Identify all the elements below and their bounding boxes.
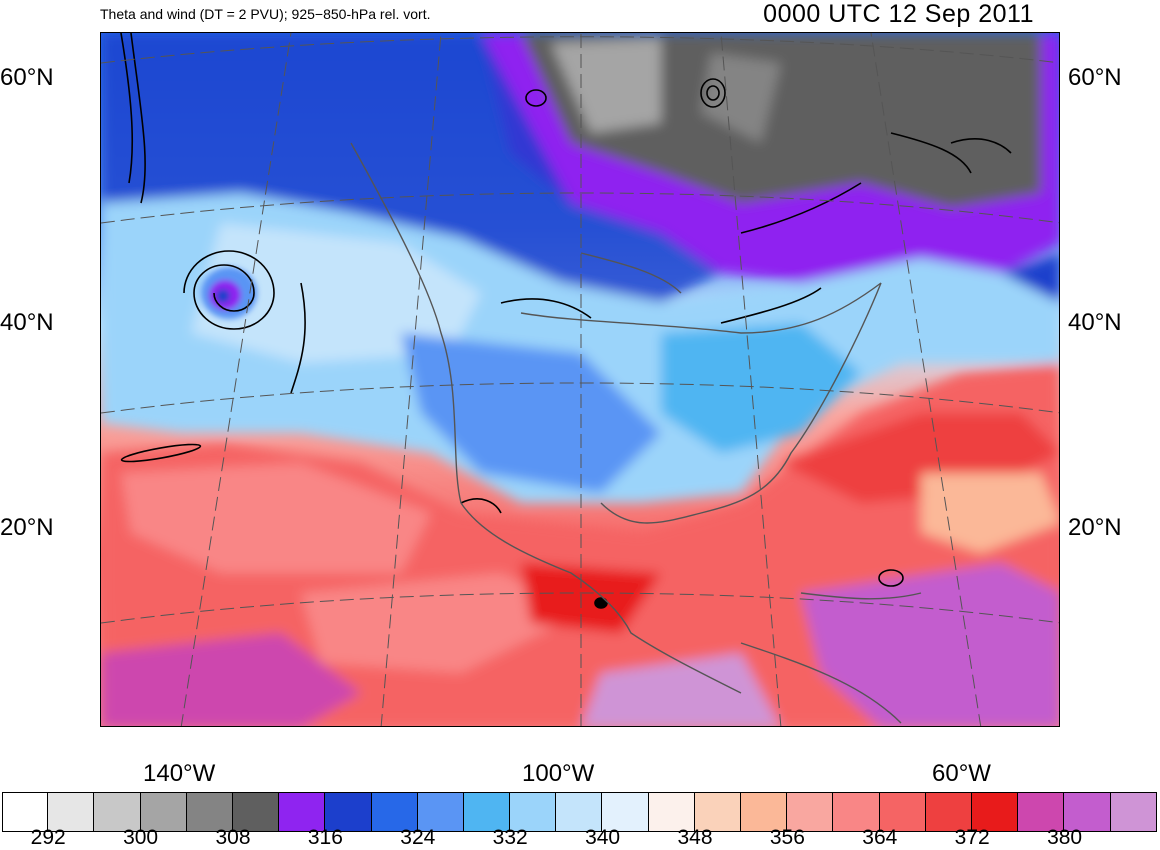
cyclone-core xyxy=(201,267,257,319)
colorbar-label: 292 xyxy=(30,826,66,849)
colorbar-label: 380 xyxy=(1047,826,1083,849)
theta-field-svg xyxy=(101,33,1059,726)
coastlines xyxy=(350,142,922,724)
colorbar-label: 300 xyxy=(123,826,159,849)
lat-label-60n-left: 60°N xyxy=(0,64,54,91)
colorbar-swatch xyxy=(371,793,418,831)
lon-label-100w: 100°W xyxy=(522,760,595,787)
colorbar-swatch xyxy=(232,793,280,831)
colorbar-swatch xyxy=(556,793,603,831)
colorbar-swatch xyxy=(648,793,695,831)
vorticity-contours xyxy=(120,33,1012,609)
colorbar-label: 340 xyxy=(585,826,621,849)
colorbar-swatch xyxy=(279,793,326,831)
colorbar-swatch xyxy=(417,793,464,831)
lat-label-40n-right: 40°N xyxy=(1068,309,1122,336)
colorbar-swatch xyxy=(1064,793,1111,831)
colorbar-label: 364 xyxy=(862,826,898,849)
colorbar-swatch xyxy=(694,793,741,831)
colorbar-swatch xyxy=(1018,793,1065,831)
colorbar-label: 332 xyxy=(492,826,528,849)
colorbar-swatch xyxy=(510,793,557,831)
colorbar-swatch xyxy=(925,793,972,831)
colorbar-swatch xyxy=(971,793,1019,831)
colorbar-label: 324 xyxy=(400,826,436,849)
colorbar-swatch xyxy=(1110,793,1157,831)
colorbar-swatch xyxy=(787,793,834,831)
colorbar-swatch xyxy=(879,793,926,831)
lat-label-40n-left: 40°N xyxy=(0,309,54,336)
colorbar-label: 316 xyxy=(307,826,343,849)
colorbar-swatch xyxy=(325,793,372,831)
colorbar-swatch xyxy=(140,793,187,831)
colorbar-label: 372 xyxy=(954,826,990,849)
theta-colorbar xyxy=(2,792,1157,832)
colorbar-swatch xyxy=(602,793,649,831)
colorbar-swatch xyxy=(463,793,511,831)
lat-label-60n-right: 60°N xyxy=(1068,64,1122,91)
lon-label-140w: 140°W xyxy=(143,760,216,787)
map-title: Theta and wind (DT = 2 PVU); 925−850-hPa… xyxy=(100,6,431,22)
colorbar-swatch xyxy=(186,793,233,831)
colorbar-label: 356 xyxy=(769,826,805,849)
valid-time: 0000 UTC 12 Sep 2011 xyxy=(763,0,1034,28)
graticule xyxy=(101,33,1059,726)
colorbar-swatch xyxy=(48,793,95,831)
lat-label-20n-left: 20°N xyxy=(0,514,54,541)
lon-label-60w: 60°W xyxy=(932,760,991,787)
colorbar-swatch xyxy=(741,793,788,831)
colorbar-swatch xyxy=(2,793,49,831)
colorbar-swatch xyxy=(94,793,141,831)
colorbar-label: 348 xyxy=(677,826,713,849)
colorbar-label: 308 xyxy=(215,826,251,849)
colorbar-swatch xyxy=(833,793,880,831)
lat-label-20n-right: 20°N xyxy=(1068,514,1122,541)
theta-map xyxy=(100,32,1060,727)
